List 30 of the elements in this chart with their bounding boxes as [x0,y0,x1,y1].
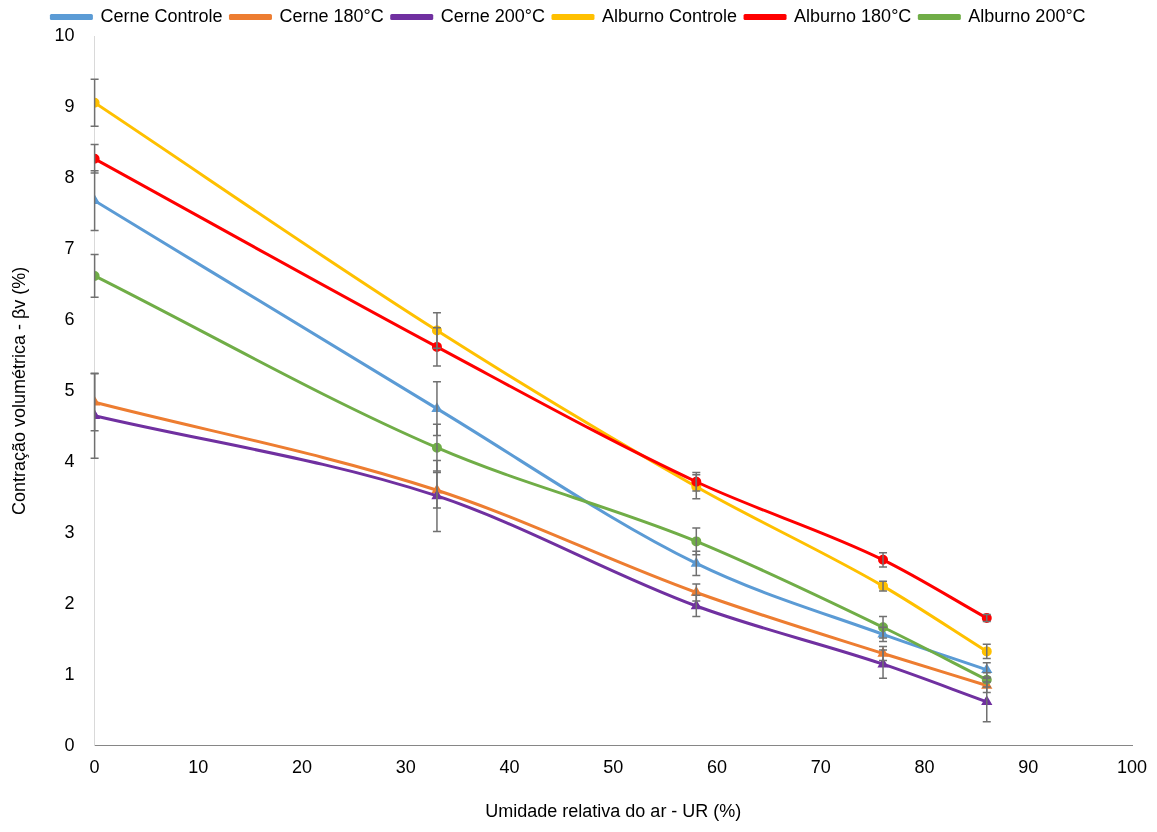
y-tick-label: 5 [64,379,75,400]
x-tick-label: 60 [707,756,728,777]
legend-label: Cerne Controle [100,5,223,26]
legend-label: Alburno 180°C [794,5,912,26]
legend-label: Alburno Controle [601,5,738,26]
x-tick-label: 90 [1018,756,1039,777]
y-tick-label: 4 [64,450,75,471]
x-axis-title: Umidade relativa do ar - UR (%) [485,801,742,822]
legend-label: Cerne 200°C [440,5,545,26]
x-tick-label: 50 [603,756,624,777]
x-tick-label: 30 [395,756,416,777]
x-tick-label: 80 [914,756,935,777]
y-tick-label: 6 [64,308,75,329]
legend-label: Alburno 200°C [968,5,1086,26]
y-tick-label: 0 [64,734,75,755]
x-tick-label: 10 [188,756,209,777]
y-tick-label: 1 [64,663,75,684]
x-tick-label: 20 [292,756,313,777]
y-tick-label: 2 [64,592,75,613]
x-tick-label: 70 [810,756,831,777]
y-tick-label: 10 [54,24,75,45]
x-tick-label: 0 [89,756,100,777]
y-tick-label: 7 [64,237,75,258]
x-tick-label: 40 [499,756,520,777]
legend-label: Cerne 180°C [279,5,384,26]
y-axis-title: Contração volumétrica - βv (%) [8,266,29,516]
y-tick-label: 9 [64,95,75,116]
y-tick-label: 3 [64,521,75,542]
x-tick-label: 100 [1116,756,1148,777]
y-tick-label: 8 [64,166,75,187]
